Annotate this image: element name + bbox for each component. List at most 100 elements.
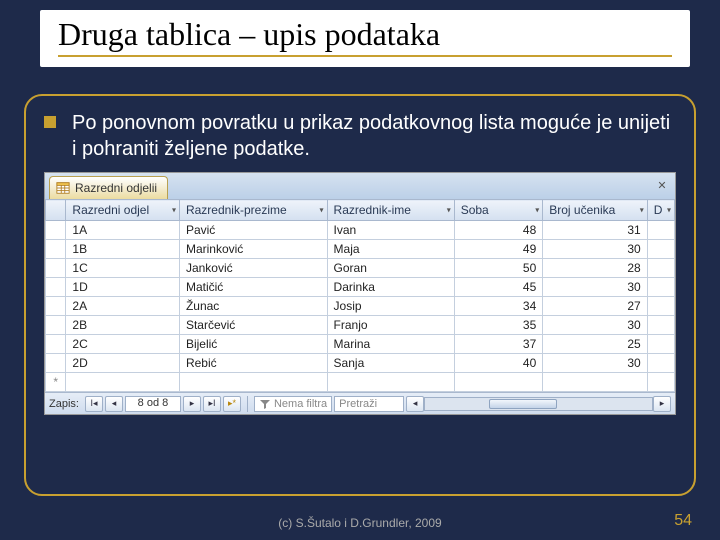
cell[interactable]: Marinković <box>179 240 327 259</box>
cell[interactable]: Maja <box>327 240 454 259</box>
column-header[interactable]: D▾ <box>647 200 674 221</box>
cell[interactable]: 37 <box>454 335 543 354</box>
row-selector-header[interactable] <box>46 200 66 221</box>
column-header[interactable]: Broj učenika▾ <box>543 200 647 221</box>
nav-position-input[interactable]: 8 od 8 <box>125 396 181 412</box>
cell[interactable]: 1B <box>66 240 180 259</box>
cell[interactable]: 2C <box>66 335 180 354</box>
dropdown-icon[interactable]: ▾ <box>535 206 539 215</box>
cell[interactable]: 2D <box>66 354 180 373</box>
table-row[interactable]: 2BStarčevićFranjo3530 <box>46 316 675 335</box>
cell[interactable] <box>454 373 543 392</box>
cell[interactable]: 35 <box>454 316 543 335</box>
tab-razredni-odjeli[interactable]: Razredni odjelii <box>49 176 168 199</box>
cell[interactable] <box>179 373 327 392</box>
cell[interactable]: Marina <box>327 335 454 354</box>
cell[interactable] <box>647 316 674 335</box>
tab-strip: Razredni odjelii ✕ <box>45 173 675 199</box>
nav-last-button[interactable]: ▸I <box>203 396 221 412</box>
dropdown-icon[interactable]: ▾ <box>667 206 671 215</box>
cell[interactable]: 1D <box>66 278 180 297</box>
cell[interactable] <box>66 373 180 392</box>
cell[interactable]: Matičić <box>179 278 327 297</box>
cell[interactable]: Rebić <box>179 354 327 373</box>
cell[interactable]: 48 <box>454 221 543 240</box>
dropdown-icon[interactable]: ▾ <box>320 206 324 215</box>
cell[interactable]: 28 <box>543 259 647 278</box>
cell[interactable]: 1C <box>66 259 180 278</box>
cell[interactable]: Bijelić <box>179 335 327 354</box>
cell[interactable] <box>647 278 674 297</box>
row-selector[interactable] <box>46 278 66 297</box>
cell[interactable]: Žunac <box>179 297 327 316</box>
column-header[interactable]: Razrednik-ime▾ <box>327 200 454 221</box>
nav-first-button[interactable]: I◂ <box>85 396 103 412</box>
cell[interactable] <box>647 335 674 354</box>
scroll-left-button[interactable]: ◂ <box>406 396 424 412</box>
cell[interactable]: Starčević <box>179 316 327 335</box>
table-row[interactable]: 2AŽunacJosip3427 <box>46 297 675 316</box>
cell[interactable]: 30 <box>543 354 647 373</box>
cell[interactable] <box>647 373 674 392</box>
scroll-right-button[interactable]: ▸ <box>653 396 671 412</box>
table-row[interactable]: 1APavićIvan4831 <box>46 221 675 240</box>
table-row[interactable]: 1BMarinkovićMaja4930 <box>46 240 675 259</box>
cell[interactable]: Darinka <box>327 278 454 297</box>
dropdown-icon[interactable]: ▾ <box>640 206 644 215</box>
cell[interactable]: Ivan <box>327 221 454 240</box>
table-row[interactable]: 1DMatičićDarinka4530 <box>46 278 675 297</box>
cell[interactable]: 1A <box>66 221 180 240</box>
cell[interactable] <box>647 259 674 278</box>
row-selector[interactable] <box>46 240 66 259</box>
column-header[interactable]: Soba▾ <box>454 200 543 221</box>
cell[interactable]: 40 <box>454 354 543 373</box>
h-scrollbar[interactable]: ◂ ▸ <box>406 396 671 412</box>
cell[interactable] <box>647 240 674 259</box>
cell[interactable]: 30 <box>543 240 647 259</box>
cell[interactable]: Goran <box>327 259 454 278</box>
scroll-track[interactable] <box>424 397 653 411</box>
cell[interactable]: 30 <box>543 278 647 297</box>
cell[interactable]: 2A <box>66 297 180 316</box>
new-record-row[interactable]: * <box>46 373 675 392</box>
table-row[interactable]: 1CJankovićGoran5028 <box>46 259 675 278</box>
row-selector[interactable] <box>46 354 66 373</box>
row-selector[interactable] <box>46 297 66 316</box>
search-input[interactable]: Pretraži <box>334 396 404 412</box>
cell[interactable]: 34 <box>454 297 543 316</box>
cell[interactable]: 50 <box>454 259 543 278</box>
cell[interactable] <box>327 373 454 392</box>
cell[interactable]: 49 <box>454 240 543 259</box>
nav-next-button[interactable]: ▸ <box>183 396 201 412</box>
dropdown-icon[interactable]: ▾ <box>172 206 176 215</box>
cell[interactable]: Janković <box>179 259 327 278</box>
nav-prev-button[interactable]: ◂ <box>105 396 123 412</box>
cell[interactable]: 31 <box>543 221 647 240</box>
row-selector[interactable] <box>46 316 66 335</box>
cell[interactable]: 2B <box>66 316 180 335</box>
cell[interactable] <box>647 221 674 240</box>
column-header[interactable]: Razredni odjel▾ <box>66 200 180 221</box>
column-header[interactable]: Razrednik-prezime▾ <box>179 200 327 221</box>
cell[interactable]: 45 <box>454 278 543 297</box>
cell[interactable]: Josip <box>327 297 454 316</box>
cell[interactable] <box>647 297 674 316</box>
cell[interactable]: 30 <box>543 316 647 335</box>
table-row[interactable]: 2DRebićSanja4030 <box>46 354 675 373</box>
table-row[interactable]: 2CBijelićMarina3725 <box>46 335 675 354</box>
cell[interactable]: Sanja <box>327 354 454 373</box>
cell[interactable]: 27 <box>543 297 647 316</box>
close-icon[interactable]: ✕ <box>655 179 669 193</box>
filter-indicator[interactable]: Nema filtra <box>254 396 332 412</box>
row-selector[interactable] <box>46 221 66 240</box>
row-selector[interactable] <box>46 259 66 278</box>
cell[interactable] <box>543 373 647 392</box>
cell[interactable] <box>647 354 674 373</box>
cell[interactable]: Pavić <box>179 221 327 240</box>
cell[interactable]: 25 <box>543 335 647 354</box>
scroll-thumb[interactable] <box>489 399 557 409</box>
row-selector[interactable] <box>46 335 66 354</box>
dropdown-icon[interactable]: ▾ <box>447 206 451 215</box>
nav-new-button[interactable]: ▸* <box>223 396 241 412</box>
cell[interactable]: Franjo <box>327 316 454 335</box>
